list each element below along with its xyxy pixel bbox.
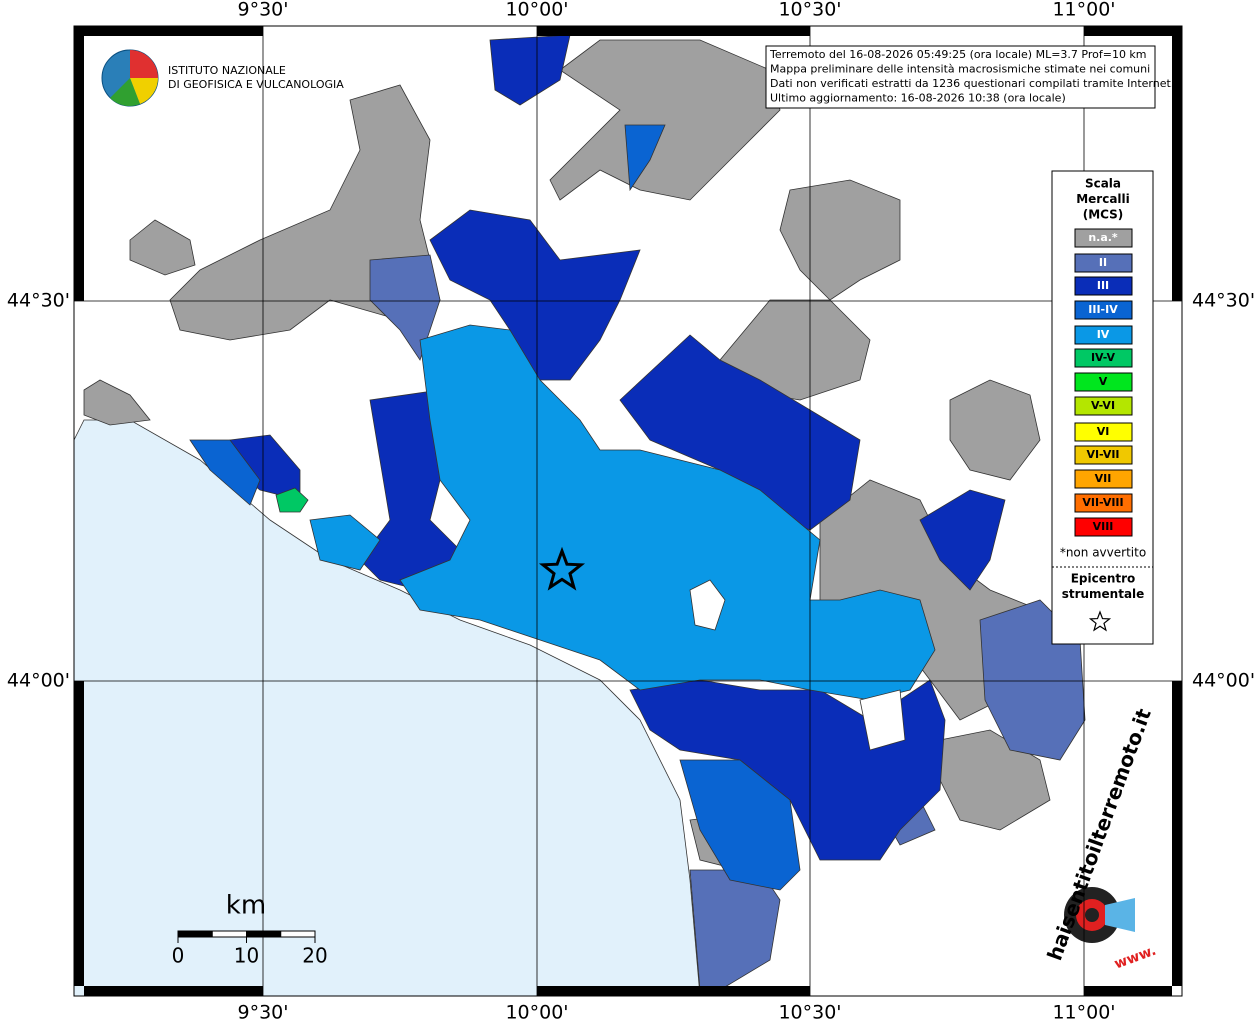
info-line: Terremoto del 16-08-2026 05:49:25 (ora l… bbox=[769, 48, 1147, 61]
legend-label: VII bbox=[1095, 472, 1112, 485]
region-iii-iv bbox=[679, 759, 801, 891]
lat-label: 44°00' bbox=[7, 670, 70, 692]
legend-swatch bbox=[1074, 300, 1133, 320]
region-na bbox=[83, 379, 151, 426]
legend-label: VII-VIII bbox=[1082, 496, 1123, 509]
legend-label: VI-VII bbox=[1086, 448, 1119, 461]
lon-label: 10°30' bbox=[778, 0, 841, 21]
region-iv bbox=[399, 324, 936, 701]
legend-title: (MCS) bbox=[1083, 208, 1124, 222]
legend-label: n.a.* bbox=[1088, 231, 1118, 244]
legend-swatch bbox=[1074, 469, 1133, 489]
legend-label: V-VI bbox=[1091, 399, 1115, 412]
legend-swatch bbox=[1074, 493, 1133, 513]
lon-label: 10°00' bbox=[505, 0, 568, 21]
lat-label: 44°00' bbox=[1192, 670, 1255, 692]
legend-swatch bbox=[1074, 396, 1133, 416]
region-iii bbox=[619, 334, 861, 531]
legend-swatch bbox=[1074, 422, 1133, 442]
lon-label: 11°00' bbox=[1052, 0, 1115, 21]
region-na bbox=[939, 729, 1051, 831]
site-logo-speaker bbox=[1105, 898, 1135, 932]
legend-label: VI bbox=[1097, 425, 1110, 438]
legend-title: Scala bbox=[1085, 177, 1121, 191]
region-iii bbox=[429, 209, 641, 381]
legend-swatch bbox=[1074, 517, 1133, 537]
legend-swatch bbox=[1074, 228, 1133, 248]
lon-label: 10°30' bbox=[778, 1002, 841, 1024]
legend-label: III bbox=[1097, 279, 1109, 292]
legend-label: II bbox=[1099, 256, 1107, 269]
lon-label: 9°30' bbox=[238, 1002, 289, 1024]
scale-unit: km bbox=[226, 891, 266, 921]
lon-label: 10°00' bbox=[505, 1002, 568, 1024]
lat-label: 44°30' bbox=[1192, 290, 1255, 312]
scale-label: 20 bbox=[302, 944, 327, 968]
lon-label: 11°00' bbox=[1052, 1002, 1115, 1024]
legend-epicenter: Epicentro bbox=[1071, 572, 1136, 586]
logo-text: DI GEOFISICA E VULCANOLOGIA bbox=[168, 78, 344, 91]
frame bbox=[73, 25, 1183, 997]
region-iii-iv bbox=[624, 124, 666, 192]
region-iv bbox=[309, 514, 381, 571]
info-line: Ultimo aggiornamento: 16-08-2026 10:38 (… bbox=[770, 92, 1066, 105]
epicenter-star bbox=[538, 546, 586, 591]
legend-swatch bbox=[1074, 276, 1133, 296]
logo-sector bbox=[130, 78, 158, 104]
lon-label: 9°30' bbox=[238, 0, 289, 21]
region-iv-v bbox=[275, 487, 309, 513]
region-na bbox=[129, 219, 196, 276]
legend-label: VIII bbox=[1093, 520, 1114, 533]
region-iii bbox=[919, 489, 1006, 591]
info-box bbox=[765, 45, 1156, 109]
legend-star bbox=[1088, 610, 1112, 632]
legend-swatch bbox=[1074, 348, 1133, 368]
scale-segment bbox=[211, 930, 247, 938]
logo-text: ISTITUTO NAZIONALE bbox=[168, 64, 286, 77]
region-white bbox=[689, 579, 726, 631]
region-iii-iv bbox=[189, 439, 261, 506]
site-logo-ring bbox=[1085, 908, 1099, 922]
legend-epicenter: strumentale bbox=[1062, 587, 1145, 601]
info-line: Dati non verificati estratti da 1236 que… bbox=[770, 77, 1174, 90]
lat-label: 44°30' bbox=[7, 290, 70, 312]
region-na bbox=[949, 379, 1041, 481]
legend-label: III-IV bbox=[1088, 303, 1118, 316]
region-white bbox=[859, 689, 906, 751]
scale-segment bbox=[246, 930, 282, 938]
scale-segment bbox=[280, 930, 316, 938]
scale-label: 0 bbox=[172, 944, 185, 968]
logo: ISTITUTO NAZIONALE DI GEOFISICA E VULCAN… bbox=[101, 49, 344, 107]
legend-label: IV-V bbox=[1091, 351, 1116, 364]
legend-label: V bbox=[1099, 375, 1108, 388]
legend-label: IV bbox=[1097, 328, 1110, 341]
logo-sector bbox=[110, 78, 140, 107]
logo-sector bbox=[130, 50, 158, 78]
legend-title: Mercalli bbox=[1076, 192, 1130, 206]
scale-label: 10 bbox=[234, 944, 259, 968]
legend-swatch bbox=[1074, 445, 1133, 465]
legend-swatch bbox=[1074, 372, 1133, 392]
info-line: Mappa preliminare delle intensità macros… bbox=[770, 63, 1150, 76]
region-ii bbox=[369, 254, 441, 361]
legend-swatch bbox=[1074, 253, 1133, 273]
region-na bbox=[549, 39, 781, 201]
regions bbox=[73, 34, 1086, 997]
legend-swatch bbox=[1074, 325, 1133, 345]
scale-segment bbox=[177, 930, 213, 938]
sea bbox=[73, 419, 701, 997]
legend-note: *non avvertito bbox=[1060, 546, 1146, 560]
